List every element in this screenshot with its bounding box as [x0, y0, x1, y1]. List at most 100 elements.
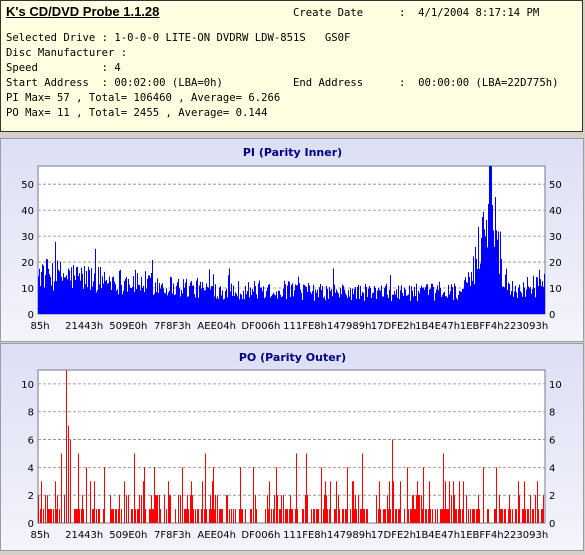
po-bar: [250, 509, 251, 523]
pi-bar: [505, 274, 506, 314]
pi-bar: [317, 289, 318, 314]
pi-bar: [156, 292, 157, 314]
pi-x-tick-label: DF006h: [241, 321, 280, 332]
pi-bar: [419, 293, 420, 314]
po-bar: [214, 509, 215, 523]
po-bar: [182, 467, 183, 523]
po-bar: [533, 509, 534, 523]
pi-bar: [64, 277, 65, 314]
pi-bar: [231, 283, 232, 314]
pi-bar: [436, 289, 437, 314]
po-bar: [94, 481, 95, 523]
pi-bar: [70, 280, 71, 314]
pi-bar: [154, 293, 155, 314]
po-bar: [512, 509, 513, 523]
pi-bar: [79, 273, 80, 314]
end-address-label: End Address: [293, 77, 364, 89]
pi-bar: [402, 292, 403, 314]
po-bar: [188, 509, 189, 523]
po-bar: [255, 495, 256, 523]
po-bar: [274, 495, 275, 523]
pi-bar: [296, 285, 297, 314]
pi-bar: [458, 294, 459, 314]
po-bar: [325, 481, 326, 523]
po-bar: [169, 495, 170, 523]
pi-bar: [350, 288, 351, 314]
po-bar: [385, 509, 386, 523]
po-bar: [245, 509, 246, 523]
pi-bar: [493, 230, 494, 314]
pi-bar: [62, 280, 63, 314]
po-bar: [159, 495, 160, 523]
pi-bar: [106, 279, 107, 314]
pi-bar: [366, 286, 367, 314]
pi-bar: [335, 292, 336, 314]
pi-bar: [499, 273, 500, 314]
pi-bar: [160, 288, 161, 314]
pi-bar: [422, 287, 423, 314]
pi-bar: [540, 279, 541, 314]
pi-bar: [45, 275, 46, 314]
po-bar: [164, 495, 165, 523]
pi-bar: [304, 284, 305, 314]
po-bar: [132, 509, 133, 523]
po-bar: [447, 509, 448, 523]
po-bar: [425, 509, 426, 523]
pi-bar: [187, 296, 188, 314]
pi-bar: [305, 286, 306, 314]
pi-bar: [401, 285, 402, 314]
pi-bar: [423, 287, 424, 314]
po-bar: [367, 509, 368, 523]
po-x-tick-label: 1B4E47h: [415, 530, 460, 541]
pi-bar: [102, 276, 103, 314]
pi-bar: [294, 290, 295, 314]
pi-summary-line: PI Max= 57 , Total= 106460 , Average= 6.…: [6, 92, 281, 104]
po-bar: [366, 509, 367, 523]
pi-bar: [424, 289, 425, 314]
po-bar: [273, 509, 274, 523]
po-bar: [516, 509, 517, 523]
pi-bar: [111, 289, 112, 314]
pi-bar: [81, 267, 82, 314]
po-bar: [145, 509, 146, 523]
pi-bar: [517, 297, 518, 314]
po-bar: [267, 495, 268, 523]
po-bar: [535, 495, 536, 523]
po-bar: [358, 495, 359, 523]
pi-bar: [230, 291, 231, 314]
pi-bar: [272, 294, 273, 314]
pi-x-tick-label: 21443h: [65, 321, 103, 332]
po-bar: [463, 481, 464, 523]
pi-bar: [399, 299, 400, 314]
po-bar: [47, 495, 48, 523]
pi-bar: [532, 288, 533, 314]
po-bar: [144, 467, 145, 523]
po-bar: [59, 509, 60, 523]
po-bar: [532, 509, 533, 523]
po-bar: [499, 495, 500, 523]
po-y-tick-label: 6: [28, 436, 34, 447]
pi-bar: [55, 241, 56, 314]
pi-bar: [416, 283, 417, 314]
pi-bar: [438, 290, 439, 314]
pi-bar: [285, 284, 286, 314]
pi-bar: [124, 280, 125, 314]
po-bar: [74, 509, 75, 523]
po-x-tick-label: 111FE8h: [283, 530, 327, 541]
po-bar: [251, 509, 252, 523]
pi-bar: [105, 280, 106, 314]
po-bar: [414, 509, 415, 523]
po-bar: [345, 509, 346, 523]
po-bar: [323, 509, 324, 523]
pi-bar: [235, 292, 236, 314]
po-bar: [380, 509, 381, 523]
pi-bar: [452, 287, 453, 314]
pi-bar: [46, 259, 47, 314]
po-bar: [92, 509, 93, 523]
po-bar: [57, 495, 58, 523]
po-bar: [126, 495, 127, 523]
po-bar: [175, 509, 176, 523]
pi-bar: [38, 276, 39, 314]
po-bar: [90, 481, 91, 523]
pi-bar: [311, 293, 312, 314]
